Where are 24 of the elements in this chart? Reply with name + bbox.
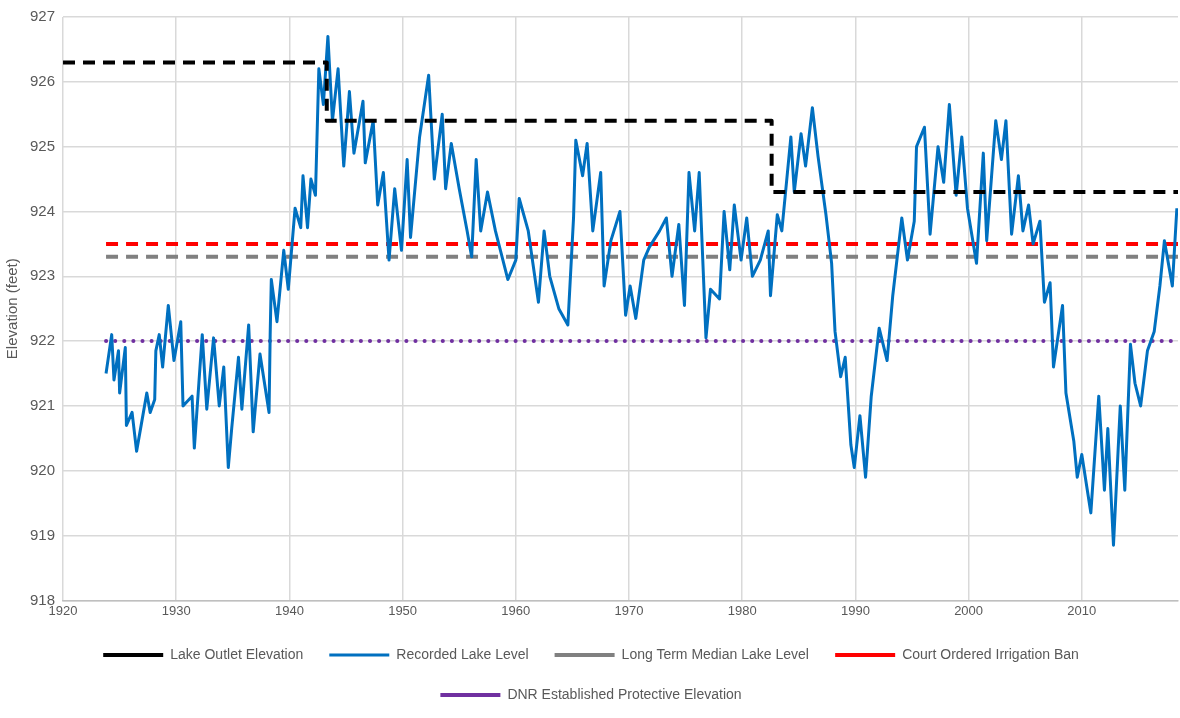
- x-tick-label: 1950: [388, 602, 418, 618]
- legend-label: Long Term Median Lake Level: [621, 645, 809, 662]
- y-tick-label: 924: [30, 201, 56, 219]
- y-tick-label: 922: [30, 331, 56, 349]
- x-tick-label: 2000: [954, 602, 984, 618]
- legend-label: Lake Outlet Elevation: [170, 645, 304, 662]
- legend-label: DNR Established Protective Elevation: [507, 685, 742, 702]
- y-tick-label: 925: [30, 136, 56, 154]
- x-tick-label: 1960: [501, 602, 531, 618]
- y-axis-title: Elevation (feet): [3, 258, 21, 360]
- legend-label: Court Ordered Irrigation Ban: [902, 645, 1079, 662]
- y-tick-label: 919: [30, 525, 56, 543]
- legend-label: Recorded Lake Level: [396, 645, 529, 662]
- y-tick-label: 926: [30, 71, 56, 89]
- y-tick-label: 920: [30, 460, 56, 478]
- y-tick-label: 927: [30, 7, 56, 25]
- x-tick-label: 2010: [1067, 602, 1097, 618]
- x-tick-label: 1940: [274, 602, 304, 618]
- y-tick-label: 923: [30, 266, 56, 284]
- x-tick-label: 1980: [727, 602, 757, 618]
- x-tick-label: 1990: [840, 602, 870, 618]
- x-tick-label: 1930: [161, 602, 191, 618]
- y-tick-label: 921: [30, 396, 56, 414]
- x-tick-label: 1970: [614, 602, 644, 618]
